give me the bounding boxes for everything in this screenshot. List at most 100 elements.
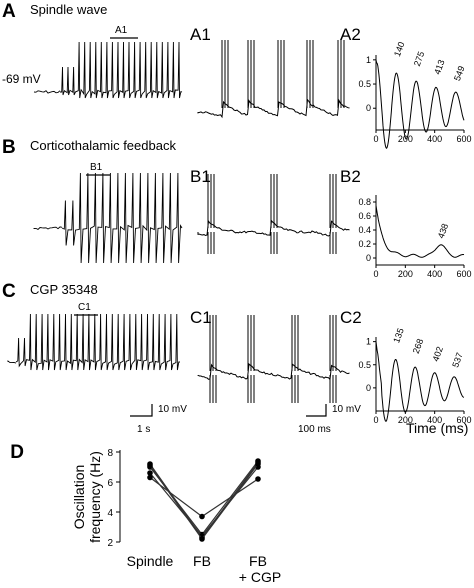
scale-right-voltage: 10 mV [332,404,361,415]
scale-left-time: 1 s [137,424,150,435]
panel-b1-label: B1 [190,167,211,186]
data-point [255,461,261,467]
y-tick-label: 1 [366,337,371,347]
trace-spindle-wave [33,41,183,99]
x-tick-label: 200 [398,134,413,144]
x-tick-label: 0 [373,269,378,279]
peak-label: 413 [432,58,447,76]
x-tick-label: 600 [456,134,471,144]
x-tick-label: 0 [373,415,378,425]
scale-bar-right: 10 mV 100 ms [298,404,361,435]
y-tick-label: 6 [107,478,113,489]
data-point [147,462,153,469]
x-tick-label: 600 [456,269,471,279]
trace-path [197,98,350,119]
y-tick-label: 2 [107,538,113,549]
autocorrelogram-c2: 0 200 400 600 1 0.5 0 135 268 402 537 [358,327,471,425]
scale-bar-left: 10 mV 1 s [130,404,187,435]
trace-corticothalamic-feedback [33,172,183,264]
panel-d-label: D [10,442,24,463]
x-tick-label: 400 [427,415,442,425]
panel-b2-label: B2 [340,167,361,186]
panel-c-marker-label: C1 [78,302,91,313]
category-label: + CGP [239,569,281,585]
trace-path [197,219,350,237]
trace-path [33,90,61,94]
trace-a1-zoom [197,40,350,119]
category-label: FB [193,553,211,569]
x-tick-label: 400 [427,269,442,279]
autocorrelation-curve [375,59,465,149]
autocorrelation-curve [375,205,465,258]
autocorrelogram-b2: 0 200 400 600 0.8 0.6 0.4 0.2 0 438 [358,195,472,279]
y-tick-label: 8 [107,448,113,459]
y-axis-label: frequency (Hz) [87,451,103,543]
data-point [199,513,205,520]
y-tick-label: 0.5 [358,79,371,89]
data-point [199,536,205,542]
panel-a-marker-label: A1 [115,25,128,36]
resting-potential-label: -69 mV [2,72,41,86]
panel-c-title: CGP 35348 [30,282,98,297]
time-axis-label: Time (ms) [406,420,468,436]
peak-label: 275 [412,50,427,68]
y-tick-label: 0.5 [358,360,371,370]
trace-cgp-35348 [7,313,180,371]
panel-c2-label: C2 [340,308,362,327]
peak-label: 402 [430,345,445,363]
trace-path [33,226,63,230]
trace-path [61,172,183,264]
panel-a1-label: A1 [190,25,211,44]
x-tick-label: 600 [456,415,471,425]
trace-path [15,313,180,371]
series-line [149,462,259,539]
y-tick-label: 0 [366,253,371,263]
x-tick-label: 200 [398,269,413,279]
trace-path [197,363,350,381]
y-tick-label: 0.2 [358,239,371,249]
peak-label: 549 [452,65,467,83]
panel-a2-label: A2 [340,25,361,44]
x-tick-label: 400 [427,134,442,144]
x-tick-label: 0 [373,134,378,144]
category-label: FB [249,553,267,569]
peak-label: 537 [450,351,465,369]
category-label: Spindle [127,553,174,569]
scale-left-voltage: 10 mV [158,404,187,415]
y-tick-label: 0.8 [358,197,371,207]
series-line [149,466,259,537]
y-tick-label: 4 [107,508,113,519]
panel-a-label: A [2,1,16,22]
trace-c1-zoom [197,315,350,403]
peak-label: 268 [411,337,426,355]
frequency-plot-d: 2 4 6 8 Oscillation frequency (Hz) Spindle FB FB… [71,448,281,585]
y-tick-label: 0 [366,383,371,393]
autocorrelation-curve [375,341,465,422]
scale-right-time: 100 ms [298,424,331,435]
series-line [149,463,259,541]
y-tick-label: 0.4 [358,225,371,235]
panel-c1-label: C1 [190,308,212,327]
panel-b-label: B [2,137,16,158]
trace-b1-zoom [197,174,350,254]
peak-label: 135 [391,327,406,345]
panel-b-title: Corticothalamic feedback [30,138,176,153]
panel-b-marker-label: B1 [90,162,103,173]
panel-c-label: C [2,281,16,302]
trace-path [60,41,183,99]
data-point [255,476,261,482]
data-point [147,470,153,476]
autocorrelogram-a2: 0 200 400 600 1 0.5 0 140 275 413 549 [358,40,472,149]
y-tick-label: 1 [366,55,371,65]
y-axis-label: Oscillation [71,465,87,530]
peak-label: 140 [392,40,407,58]
series-line [149,460,259,536]
panel-a-title: Spindle wave [30,2,107,17]
y-tick-label: 0.6 [358,211,371,221]
x-tick-label: 200 [398,415,413,425]
peak-label: 438 [436,222,451,240]
y-tick-label: 0 [366,103,371,113]
data-point [147,474,153,481]
trace-path [7,360,17,364]
